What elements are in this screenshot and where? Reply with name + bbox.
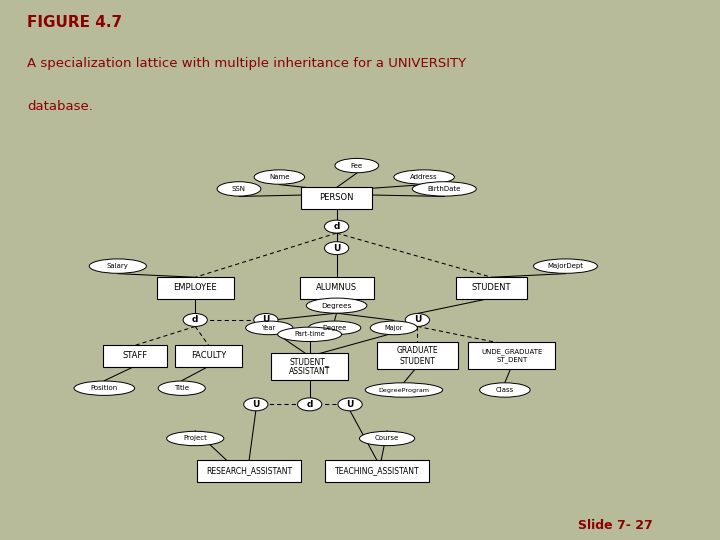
- Text: Fee: Fee: [351, 163, 363, 168]
- Text: Degrees: Degrees: [321, 302, 352, 309]
- Text: SSN: SSN: [232, 186, 246, 192]
- Text: Degree: Degree: [323, 325, 347, 331]
- Ellipse shape: [166, 431, 224, 446]
- Ellipse shape: [158, 381, 205, 395]
- Text: d: d: [307, 400, 313, 409]
- Text: EMPLOYEE: EMPLOYEE: [174, 283, 217, 292]
- Text: Position: Position: [91, 385, 118, 391]
- Text: Project: Project: [184, 435, 207, 442]
- Text: U: U: [252, 400, 259, 409]
- Text: UNDE_GRADUATE
ST_DENT: UNDE_GRADUATE ST_DENT: [481, 349, 542, 363]
- Ellipse shape: [394, 170, 454, 184]
- Circle shape: [405, 314, 430, 327]
- Text: d: d: [192, 315, 199, 325]
- Ellipse shape: [370, 321, 418, 335]
- Text: U: U: [346, 400, 354, 409]
- Text: Year: Year: [262, 325, 276, 331]
- Text: A specialization lattice with multiple inheritance for a UNIVERSITY: A specialization lattice with multiple i…: [27, 57, 466, 70]
- Circle shape: [297, 398, 322, 411]
- Text: DegreeProgram: DegreeProgram: [379, 388, 429, 393]
- Ellipse shape: [335, 158, 379, 173]
- Text: STUDENT_
ASSISTANT: STUDENT_ ASSISTANT: [289, 357, 330, 376]
- Ellipse shape: [217, 182, 261, 196]
- Text: TEACHING_ASSISTANT: TEACHING_ASSISTANT: [335, 467, 419, 475]
- Circle shape: [253, 314, 278, 327]
- FancyBboxPatch shape: [271, 353, 348, 380]
- Ellipse shape: [306, 298, 367, 313]
- Ellipse shape: [74, 381, 135, 395]
- Text: U: U: [414, 315, 421, 325]
- Circle shape: [325, 242, 348, 255]
- Text: U: U: [262, 315, 269, 325]
- Text: database.: database.: [27, 100, 93, 113]
- Ellipse shape: [413, 182, 477, 196]
- Circle shape: [325, 220, 348, 233]
- Text: Part-time: Part-time: [294, 332, 325, 338]
- Ellipse shape: [359, 431, 415, 446]
- FancyBboxPatch shape: [103, 345, 166, 367]
- Ellipse shape: [278, 327, 342, 341]
- Text: Course: Course: [375, 435, 399, 442]
- FancyBboxPatch shape: [468, 342, 555, 369]
- Circle shape: [338, 398, 362, 411]
- FancyBboxPatch shape: [300, 276, 374, 299]
- Text: Address: Address: [410, 174, 438, 180]
- FancyBboxPatch shape: [197, 460, 301, 482]
- Text: RESEARCH_ASSISTANT: RESEARCH_ASSISTANT: [206, 467, 292, 475]
- Text: GRADUATE
STUDENT: GRADUATE STUDENT: [397, 346, 438, 366]
- FancyBboxPatch shape: [456, 276, 527, 299]
- Text: STAFF: STAFF: [122, 352, 147, 360]
- Text: Salary: Salary: [107, 263, 129, 269]
- Text: FIGURE 4.7: FIGURE 4.7: [27, 15, 122, 30]
- Text: ALUMNUS: ALUMNUS: [316, 283, 357, 292]
- Text: Major: Major: [384, 325, 403, 331]
- FancyBboxPatch shape: [377, 342, 458, 369]
- Ellipse shape: [89, 259, 146, 273]
- Text: Class: Class: [496, 387, 514, 393]
- Text: Slide 7- 27: Slide 7- 27: [578, 518, 653, 532]
- Text: d: d: [333, 222, 340, 231]
- Text: BirthDate: BirthDate: [428, 186, 461, 192]
- Ellipse shape: [254, 170, 305, 184]
- Circle shape: [183, 314, 207, 327]
- Ellipse shape: [308, 321, 361, 335]
- Text: PERSON: PERSON: [320, 193, 354, 202]
- FancyBboxPatch shape: [325, 460, 429, 482]
- Text: Title: Title: [174, 385, 189, 391]
- Ellipse shape: [365, 383, 443, 397]
- Text: STUDENT: STUDENT: [472, 283, 511, 292]
- Text: MajorDept: MajorDept: [547, 263, 583, 269]
- Ellipse shape: [480, 383, 530, 397]
- FancyBboxPatch shape: [156, 276, 234, 299]
- FancyBboxPatch shape: [301, 187, 372, 209]
- FancyBboxPatch shape: [175, 345, 243, 367]
- Ellipse shape: [534, 259, 598, 273]
- Circle shape: [243, 398, 268, 411]
- Ellipse shape: [246, 321, 293, 335]
- Text: U: U: [333, 244, 341, 253]
- Text: FACULTY: FACULTY: [191, 352, 226, 360]
- Text: Name: Name: [269, 174, 289, 180]
